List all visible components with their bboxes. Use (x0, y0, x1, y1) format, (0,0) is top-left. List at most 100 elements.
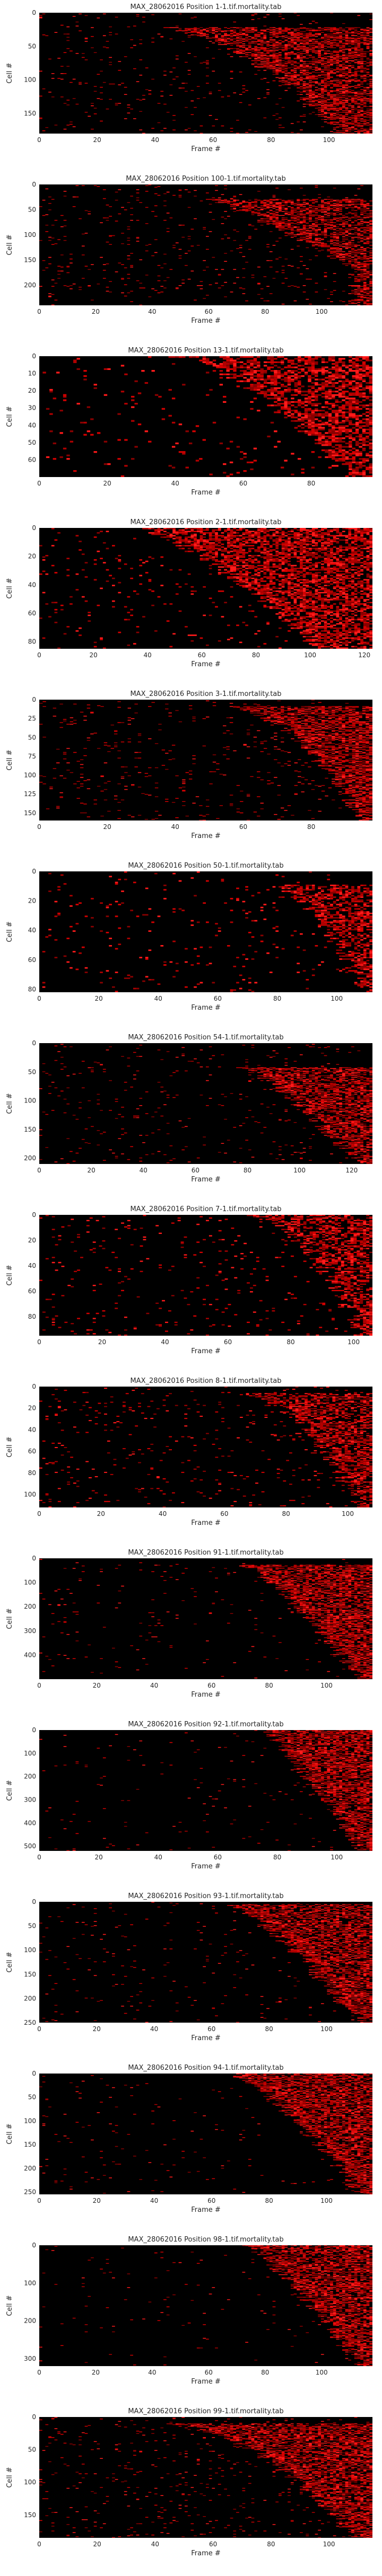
y-tick-label: 0 (32, 868, 36, 875)
x-tick-label: 100 (320, 2025, 333, 2033)
x-tick-label: 60 (209, 2540, 217, 2548)
x-tick-label: 40 (159, 1510, 167, 1518)
x-tick-label: 40 (150, 1682, 158, 1689)
y-tick-label: 300 (24, 2355, 36, 2362)
x-tick-label: 0 (37, 651, 41, 659)
y-tick-label: 40 (28, 1262, 36, 1269)
x-tick-label: 100 (342, 1510, 354, 1518)
x-tick-label: 60 (209, 136, 217, 144)
y-tick-label: 60 (28, 956, 36, 964)
y-tick-label: 50 (28, 42, 36, 50)
x-axis-label: Frame # (191, 1863, 221, 1871)
x-tick-label: 0 (37, 480, 41, 487)
x-tick-label: 60 (198, 651, 206, 659)
y-tick-label: 80 (28, 1313, 36, 1320)
x-axis-label: Frame # (191, 2378, 221, 2386)
heatmap-cells (39, 2417, 372, 2538)
x-tick-label: 40 (154, 995, 162, 1002)
heatmap-cells (39, 1730, 373, 1851)
y-tick-label: 75 (28, 753, 36, 760)
x-tick-label: 0 (37, 308, 41, 315)
chart-title: MAX_28062016 Position 98-1.tif.mortality… (128, 2236, 283, 2244)
heatmap-cells (39, 528, 372, 649)
y-tick-label: 100 (24, 2279, 36, 2287)
y-tick-label: 100 (24, 1579, 36, 1586)
x-tick-label: 20 (97, 1510, 105, 1518)
x-axis-label: Frame # (191, 1176, 221, 1184)
x-tick-label: 40 (148, 308, 156, 315)
x-axis-label: Frame # (191, 2549, 221, 2557)
x-tick-label: 80 (265, 2197, 273, 2204)
y-tick-label: 0 (32, 2413, 36, 2421)
x-axis-label: Frame # (191, 317, 221, 325)
x-tick-label: 40 (154, 1854, 162, 1861)
x-axis-label: Frame # (191, 1519, 221, 1527)
y-tick-label: 50 (28, 1068, 36, 1075)
heatmap-cells (39, 13, 373, 134)
x-tick-label: 0 (37, 1682, 41, 1689)
y-axis-label: Cell # (6, 1093, 14, 1114)
x-tick-label: 60 (224, 1338, 232, 1346)
x-tick-label: 0 (37, 823, 41, 831)
panel-15: MAX_28062016 Position 99-1.tif.mortality… (6, 2407, 372, 2557)
chart-title: MAX_28062016 Position 91-1.tif.mortality… (128, 1549, 283, 1557)
heatmap-cells (39, 184, 372, 305)
y-tick-label: 400 (24, 1651, 36, 1658)
x-tick-label: 100 (323, 2540, 335, 2548)
x-tick-label: 40 (151, 2540, 159, 2548)
y-tick-label: 150 (24, 110, 36, 117)
x-tick-label: 40 (144, 651, 152, 659)
chart-title: MAX_28062016 Position 94-1.tif.mortality… (128, 2064, 283, 2072)
x-tick-label: 80 (307, 480, 315, 487)
x-tick-label: 80 (273, 995, 281, 1002)
x-tick-label: 60 (207, 2025, 215, 2033)
y-tick-label: 150 (24, 257, 36, 264)
y-tick-label: 60 (28, 610, 36, 617)
x-tick-label: 60 (214, 995, 222, 1002)
x-axis-label: Frame # (191, 1347, 221, 1355)
chart-title: MAX_28062016 Position 99-1.tif.mortality… (128, 2407, 283, 2415)
panel-13: MAX_28062016 Position 94-1.tif.mortality… (6, 2064, 373, 2214)
x-tick-label: 20 (87, 1167, 95, 1174)
x-tick-label: 20 (93, 2540, 101, 2548)
y-axis-label: Cell # (6, 1265, 14, 1285)
y-tick-label: 300 (24, 1627, 36, 1635)
x-tick-label: 80 (273, 1854, 281, 1861)
panel-11: MAX_28062016 Position 92-1.tif.mortality… (6, 1721, 373, 1871)
y-tick-label: 400 (24, 1819, 36, 1827)
y-tick-label: 80 (28, 638, 36, 646)
y-tick-label: 80 (28, 1469, 36, 1477)
x-tick-label: 40 (151, 136, 159, 144)
x-tick-label: 120 (358, 651, 370, 659)
y-tick-label: 100 (24, 231, 36, 239)
heatmap-cells (39, 1044, 373, 1164)
panel-9: MAX_28062016 Position 8-1.tif.mortality.… (6, 1377, 372, 1527)
heatmap-cells (39, 700, 373, 821)
y-tick-label: 100 (24, 772, 36, 779)
heatmap-cells (39, 2074, 373, 2194)
y-tick-label: 40 (28, 927, 36, 934)
y-tick-label: 150 (24, 809, 36, 817)
x-tick-label: 100 (320, 2197, 333, 2204)
y-tick-label: 200 (24, 281, 36, 289)
x-tick-label: 80 (265, 1682, 273, 1689)
x-tick-label: 60 (207, 1682, 215, 1689)
x-tick-label: 100 (348, 1338, 360, 1346)
heatmap-cells (42, 356, 372, 477)
y-tick-label: 100 (24, 2478, 36, 2486)
y-tick-label: 0 (32, 1726, 36, 1734)
x-axis-label: Frame # (191, 2206, 221, 2214)
y-axis-label: Cell # (6, 1436, 14, 1457)
y-tick-label: 10 (28, 370, 36, 377)
y-tick-label: 250 (24, 2189, 36, 2196)
x-tick-label: 20 (89, 651, 97, 659)
heatmap-background (39, 1215, 372, 1336)
x-tick-label: 60 (192, 1167, 199, 1174)
x-tick-label: 100 (316, 308, 328, 315)
x-tick-label: 80 (252, 651, 260, 659)
y-tick-label: 200 (24, 1773, 36, 1780)
x-tick-label: 0 (37, 2369, 41, 2376)
panel-1: MAX_28062016 Position 1-1.tif.mortality.… (6, 3, 373, 153)
x-axis-label: Frame # (191, 832, 221, 840)
